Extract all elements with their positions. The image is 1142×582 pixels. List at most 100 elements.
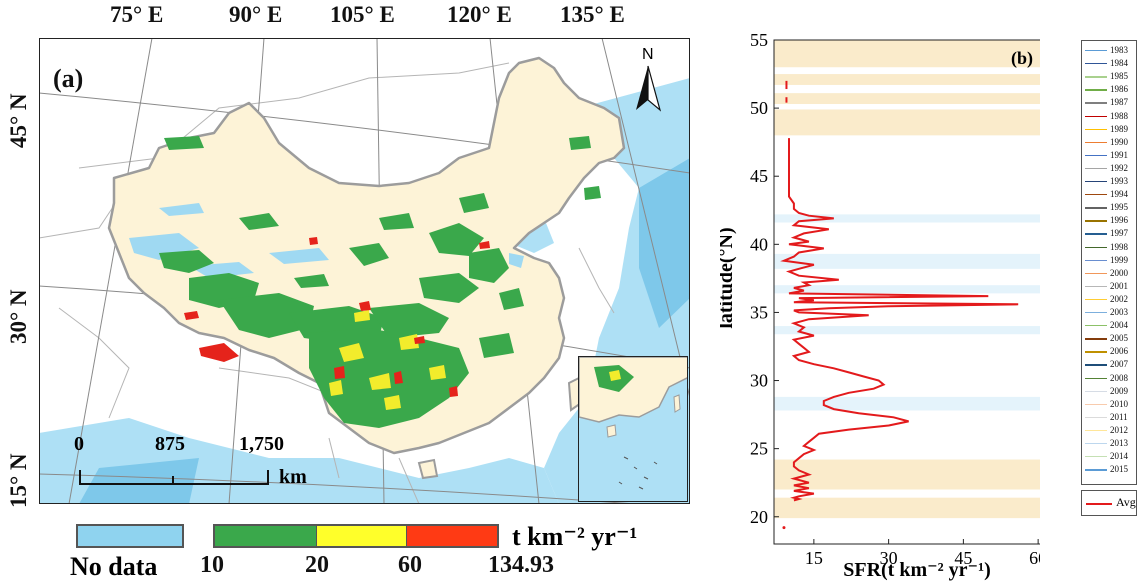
legend-label: 2007	[1110, 359, 1128, 370]
legend-label: 1995	[1110, 202, 1128, 213]
legend-item-1995: 1995	[1082, 202, 1138, 214]
legend-item-1998: 1998	[1082, 242, 1138, 254]
legend-break-20: 20	[305, 552, 329, 578]
legend-label: 2008	[1110, 372, 1128, 383]
legend-item-2007: 2007	[1082, 359, 1138, 371]
legend-swatch	[1085, 50, 1107, 52]
legend-item-2003: 2003	[1082, 307, 1138, 319]
y-axis-title: latitude(°N)	[720, 227, 737, 328]
legend-label: 1983	[1110, 45, 1128, 55]
map-panel: (a) N 0 875 1,750 km	[39, 38, 690, 504]
legend-label: 2002	[1110, 293, 1128, 304]
map-svg	[39, 38, 690, 504]
legend-item-1991: 1991	[1082, 150, 1138, 162]
legend-swatch	[1085, 207, 1107, 209]
north-arrow-label: N	[642, 46, 654, 63]
year-legend: 1983 1984 1985 1986 1987 1988 1989 1990 1991 1992…	[1081, 40, 1137, 485]
legend-label: 1999	[1110, 254, 1128, 265]
scale-unit: km	[279, 466, 307, 488]
lon-label-105: 105° E	[330, 2, 395, 27]
lat-label-45: 45° N	[6, 93, 31, 148]
legend-swatch	[1085, 338, 1107, 340]
avg-point-south	[782, 526, 786, 530]
legend-label: 2010	[1110, 398, 1128, 409]
x-tick-label: 45	[954, 548, 972, 568]
legend-item-1997: 1997	[1082, 228, 1138, 240]
scale-tick-875: 875	[155, 433, 185, 455]
legend-label: 1992	[1110, 162, 1128, 173]
lat-band-8	[774, 396, 1040, 411]
lat-label-15: 15° N	[6, 453, 31, 508]
lat-band-3	[774, 109, 1040, 136]
legend-break-10: 10	[200, 552, 224, 578]
legend-label: 2014	[1110, 451, 1128, 462]
legend-item-2010: 2010	[1082, 399, 1138, 411]
x-axis-title: SFR(t km⁻² yr⁻¹)	[843, 559, 991, 581]
y-tick-label: 50	[750, 98, 768, 118]
legend-item-1983: 1983	[1082, 45, 1138, 57]
legend-item-1987: 1987	[1082, 97, 1138, 109]
legend-item-1992: 1992	[1082, 163, 1138, 175]
lat-label-30: 30° N	[6, 289, 31, 344]
legend-label: 1994	[1110, 189, 1128, 200]
north-arrow: N	[633, 46, 663, 116]
legend-swatch	[1085, 154, 1107, 157]
legend-label: 1991	[1110, 149, 1128, 160]
legend-item-2004: 2004	[1082, 320, 1138, 332]
legend-label: 1993	[1110, 176, 1128, 186]
avg-legend: Avg	[1081, 490, 1137, 516]
legend-swatch	[1085, 377, 1107, 379]
lat-band-7	[774, 326, 1040, 335]
series-line-avg	[780, 138, 1019, 502]
legend-label: 2011	[1110, 411, 1128, 422]
legend-swatch	[1085, 89, 1107, 91]
panel-a-label: (a)	[53, 64, 84, 93]
legend-swatch	[1085, 443, 1107, 445]
legend-item-1994: 1994	[1082, 189, 1138, 201]
legend-swatch	[1085, 312, 1107, 314]
y-tick-label: 35	[750, 302, 768, 322]
legend-swatch	[1085, 181, 1107, 183]
legend-item-1999: 1999	[1082, 255, 1138, 267]
legend-swatch	[1085, 325, 1107, 327]
x-tick-label: 15	[805, 548, 823, 568]
lat-band-2	[774, 93, 1040, 105]
legend-class-10-20	[215, 526, 317, 546]
y-tick-label: 45	[750, 166, 768, 186]
legend-no-data-box	[76, 524, 184, 548]
lat-band-4	[774, 214, 1040, 223]
lon-label-90: 90° E	[229, 2, 283, 27]
y-tick-label: 55	[750, 30, 768, 50]
legend-item-1993: 1993	[1082, 176, 1138, 188]
legend-swatch	[1085, 220, 1107, 222]
legend-no-data-label: No data	[70, 552, 158, 581]
legend-item-2013: 2013	[1082, 438, 1138, 450]
y-tick-label: 20	[750, 507, 768, 527]
legend-break-max: 134.93	[488, 552, 554, 578]
legend-break-60: 60	[398, 552, 422, 578]
north-arrow-icon	[636, 65, 662, 112]
legend-item-2009: 2009	[1082, 386, 1138, 398]
legend-item-2014: 2014	[1082, 451, 1138, 463]
scale-tick-1750: 1,750	[239, 433, 284, 455]
legend-label: 2006	[1110, 346, 1128, 357]
legend-label: 2005	[1110, 333, 1128, 344]
legend-swatch	[1085, 194, 1107, 196]
legend-unit: t km⁻² yr⁻¹	[512, 522, 638, 551]
legend-label: 2009	[1110, 385, 1128, 396]
latitude-profile-chart: 20 25 30 35 40 45 50 55 15 30 45 60 (b) latitude(°N…	[720, 0, 1040, 581]
x-tick-label: 30	[880, 548, 898, 568]
legend-class-60-max	[407, 526, 497, 546]
legend-swatch	[1085, 63, 1107, 65]
scale-bar: 0 875 1,750 km	[74, 433, 329, 496]
avg-legend-swatch	[1086, 503, 1112, 505]
legend-label: 1988	[1110, 110, 1128, 121]
legend-swatch	[1085, 390, 1107, 392]
legend-swatch	[1085, 285, 1107, 288]
legend-label: 2004	[1110, 320, 1128, 331]
legend-item-2012: 2012	[1082, 425, 1138, 437]
legend-swatch	[1085, 364, 1107, 366]
legend-label: 2015	[1110, 464, 1128, 475]
legend-item-1996: 1996	[1082, 215, 1138, 227]
legend-item-2006: 2006	[1082, 346, 1138, 358]
